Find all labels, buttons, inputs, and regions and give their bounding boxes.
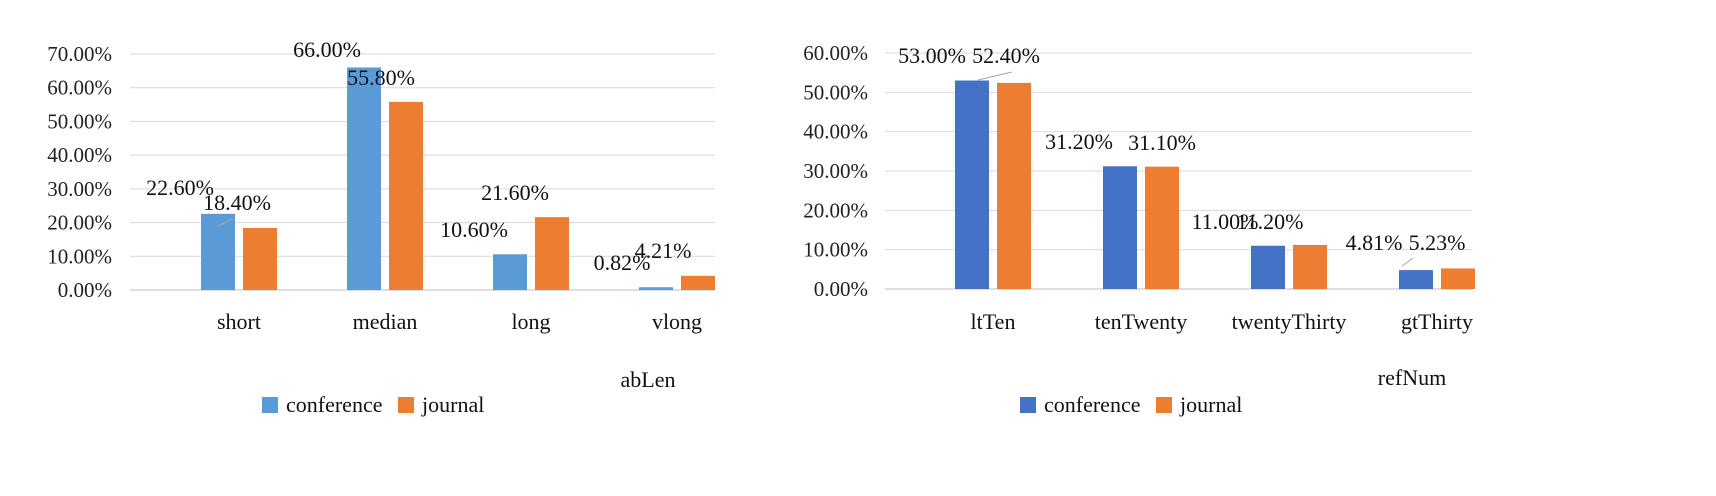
y-tick-label: 40.00% xyxy=(803,120,868,144)
bar-journal-vlong xyxy=(681,275,715,290)
y-tick-label: 30.00% xyxy=(803,159,868,183)
data-label: 52.40% xyxy=(972,43,1040,68)
bar-conference-short xyxy=(201,213,235,290)
bar-conference-long xyxy=(493,254,527,290)
data-label: 66.00% xyxy=(293,37,361,62)
legend-label: journal xyxy=(1179,392,1242,417)
data-label: 22.60% xyxy=(146,175,214,200)
legend-label: conference xyxy=(1044,392,1140,417)
y-tick-label: 20.00% xyxy=(803,198,868,222)
data-label: 4.81% xyxy=(1346,230,1403,255)
y-tick-label: 30.00% xyxy=(47,177,112,201)
y-tick-label: 0.00% xyxy=(58,278,112,302)
x-category-label: gtThirty xyxy=(1401,309,1473,334)
x-axis-title: abLen xyxy=(621,367,676,392)
x-category-label: vlong xyxy=(652,309,702,334)
y-tick-label: 50.00% xyxy=(803,80,868,104)
data-label: 4.21% xyxy=(635,238,692,263)
legend-swatch-conference xyxy=(262,397,278,413)
bar-conference-gtThirty xyxy=(1399,270,1433,289)
legend-label: journal xyxy=(421,392,484,417)
data-label: 0.82% xyxy=(594,250,651,275)
legend-label: conference xyxy=(286,392,382,417)
data-label: 11.00% xyxy=(1191,209,1258,234)
data-label-leader-line xyxy=(1401,257,1414,267)
legend-swatch-journal xyxy=(398,397,414,413)
data-label-leader-line xyxy=(217,218,233,227)
bar-conference-twentyThirty xyxy=(1251,245,1285,289)
bar-journal-median xyxy=(389,101,423,290)
x-category-label: tenTwenty xyxy=(1095,309,1188,334)
data-label: 5.23% xyxy=(1409,230,1466,255)
data-label: 18.40% xyxy=(203,190,271,215)
data-label: 21.60% xyxy=(481,180,549,205)
y-tick-label: 60.00% xyxy=(803,41,868,65)
bar-journal-ltTen xyxy=(997,82,1031,289)
legend-swatch-conference xyxy=(1020,397,1036,413)
bar-journal-gtThirty xyxy=(1441,268,1475,289)
y-tick-label: 70.00% xyxy=(47,42,112,66)
x-axis-title: refNum xyxy=(1378,365,1446,390)
data-label: 31.20% xyxy=(1045,129,1113,154)
data-label: 10.60% xyxy=(440,217,508,242)
x-category-label: twentyThirty xyxy=(1232,309,1347,334)
x-category-label: ltTen xyxy=(971,309,1016,334)
data-label: 11.20% xyxy=(1236,209,1303,234)
chart-ablen: 0.00% 10.00% 20.00% 30.00% 40.00% 50.00% 60.00… xyxy=(47,37,715,417)
x-category-label: long xyxy=(511,309,550,334)
bar-journal-tenTwenty xyxy=(1145,166,1179,289)
y-tick-label: 20.00% xyxy=(47,211,112,235)
data-label-leader-line xyxy=(977,71,1013,81)
x-category-label: short xyxy=(217,309,261,334)
data-label: 53.00% xyxy=(898,43,966,68)
data-label: 55.80% xyxy=(347,65,415,90)
bar-conference-tenTwenty xyxy=(1103,166,1137,289)
bar-journal-twentyThirty xyxy=(1293,244,1327,289)
bar-journal-long xyxy=(535,217,569,290)
y-tick-label: 10.00% xyxy=(803,238,868,262)
y-tick-label: 50.00% xyxy=(47,109,112,133)
legend-swatch-journal xyxy=(1156,397,1172,413)
bar-conference-median xyxy=(347,67,381,290)
data-label: 31.10% xyxy=(1128,130,1196,155)
y-tick-label: 40.00% xyxy=(47,143,112,167)
y-tick-label: 0.00% xyxy=(814,277,868,301)
bar-conference-ltTen xyxy=(955,80,989,290)
bar-conference-vlong xyxy=(639,287,673,290)
bar-journal-short xyxy=(243,227,277,290)
y-tick-label: 10.00% xyxy=(47,244,112,268)
x-category-label: median xyxy=(353,309,418,334)
y-tick-label: 60.00% xyxy=(47,76,112,100)
chart-refnum: 0.00% 10.00% 20.00% 30.00% 40.00% 50.00% 60.00… xyxy=(803,41,1475,417)
